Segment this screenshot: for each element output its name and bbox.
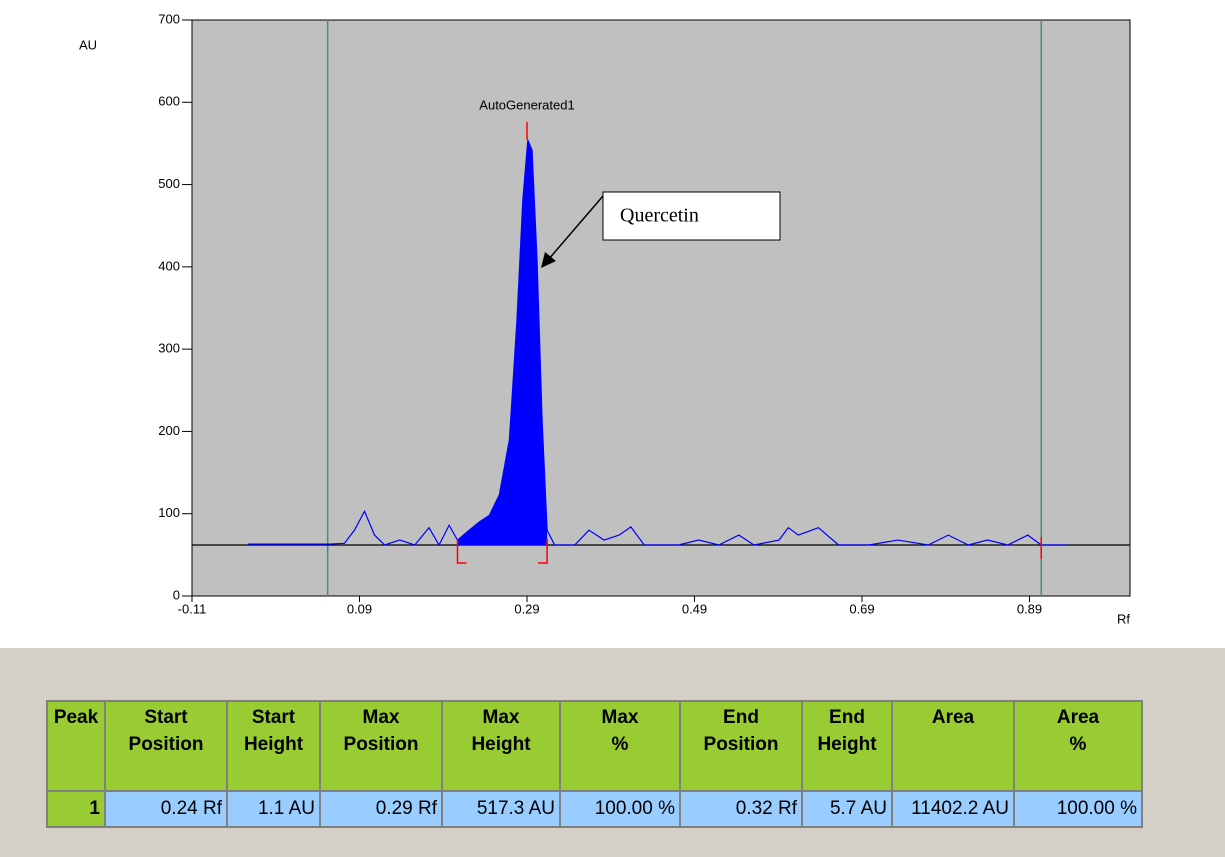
y-tick-label: 400 xyxy=(158,258,180,273)
y-tick-label: 300 xyxy=(158,341,180,356)
x-tick-label: 0.69 xyxy=(849,601,874,616)
header-cell: End Height xyxy=(801,700,893,792)
x-tick-label: 0.29 xyxy=(514,601,539,616)
header-cell: Start Position xyxy=(104,700,228,792)
chart: AU Rf 0 100 200 300 400 500 600 700 -0.11 0.09 0.2… xyxy=(79,11,1131,626)
y-tick-label: 500 xyxy=(158,176,180,191)
y-tick-label: 0 xyxy=(173,587,180,602)
header-text: % xyxy=(1069,734,1087,755)
data-cell: 0.32 Rf xyxy=(679,790,803,828)
header-cell: Start Height xyxy=(226,700,321,792)
header-cell: Max% xyxy=(559,700,681,792)
callout-text: Quercetin xyxy=(620,205,699,227)
arrow-head xyxy=(541,252,556,268)
x-axis-label: Rf xyxy=(1117,611,1130,626)
y-tick-label: 600 xyxy=(158,94,180,109)
callout-box xyxy=(602,191,781,241)
data-cell: 517.3 AU xyxy=(441,790,561,828)
peak-label: AutoGenerated1 xyxy=(479,97,574,112)
header-cell: Peak xyxy=(46,700,106,792)
header-text: Height xyxy=(817,734,877,755)
plot-area xyxy=(191,19,1131,597)
header-text: Start xyxy=(251,707,296,728)
y-tick-label: 100 xyxy=(158,505,180,520)
data-cell: 0.24 Rf xyxy=(104,790,228,828)
header-text: Position xyxy=(343,734,419,755)
header-text: Height xyxy=(243,734,304,755)
header-cell: Max Height xyxy=(441,700,561,792)
peak-table: Peak Start Position Start Height Max Position M… xyxy=(46,700,1143,828)
signal-line xyxy=(248,139,1068,547)
data-cell: 1.1 AU xyxy=(226,790,321,828)
data-cell: 0.29 Rf xyxy=(319,790,443,828)
header-text: End xyxy=(829,707,865,728)
header-text: Position xyxy=(703,734,779,755)
header-cell: Max Position xyxy=(319,700,443,792)
header-text: Height xyxy=(471,734,531,755)
header-row: Peak Start Position Start Height Max Position M… xyxy=(46,700,1143,792)
peak-area xyxy=(457,140,548,545)
end-bracket xyxy=(538,538,548,564)
header-text: Max xyxy=(362,707,400,728)
results-panel: Peak Start Position Start Height Max Position M… xyxy=(0,648,1225,857)
header-cell: Area xyxy=(891,700,1015,792)
x-tick-label: 0.09 xyxy=(347,601,372,616)
data-cell: 100.00 % xyxy=(1013,790,1143,828)
y-tick-label: 700 xyxy=(158,11,180,26)
header-text: End xyxy=(723,707,759,728)
header-text: Area xyxy=(1056,707,1100,728)
peak-cell: 1 xyxy=(46,790,106,828)
header-text: Max xyxy=(482,707,520,728)
start-bracket xyxy=(456,538,467,564)
y-tick-label: 200 xyxy=(158,423,180,438)
header-text: % xyxy=(611,734,629,755)
header-text: Start xyxy=(144,707,188,728)
callout-arrow xyxy=(547,195,604,261)
y-axis-label: AU xyxy=(79,37,97,52)
header-text: Position xyxy=(128,734,204,755)
data-cell: 100.00 % xyxy=(559,790,681,828)
data-cell: 11402.2 AU xyxy=(891,790,1015,828)
header-text: Max xyxy=(601,707,639,728)
x-tick-label: 0.49 xyxy=(682,601,707,616)
x-tick-label: 0.89 xyxy=(1017,601,1042,616)
header-cell: Area% xyxy=(1013,700,1143,792)
header-text: Area xyxy=(931,707,975,728)
header-text: Peak xyxy=(53,707,99,728)
data-cell: 5.7 AU xyxy=(801,790,893,828)
x-tick-label: -0.11 xyxy=(178,601,207,616)
data-row: 1 0.24 Rf 1.1 AU 0.29 Rf 517.3 AU 100.00 % 0.3… xyxy=(46,790,1143,828)
header-cell: End Position xyxy=(679,700,803,792)
